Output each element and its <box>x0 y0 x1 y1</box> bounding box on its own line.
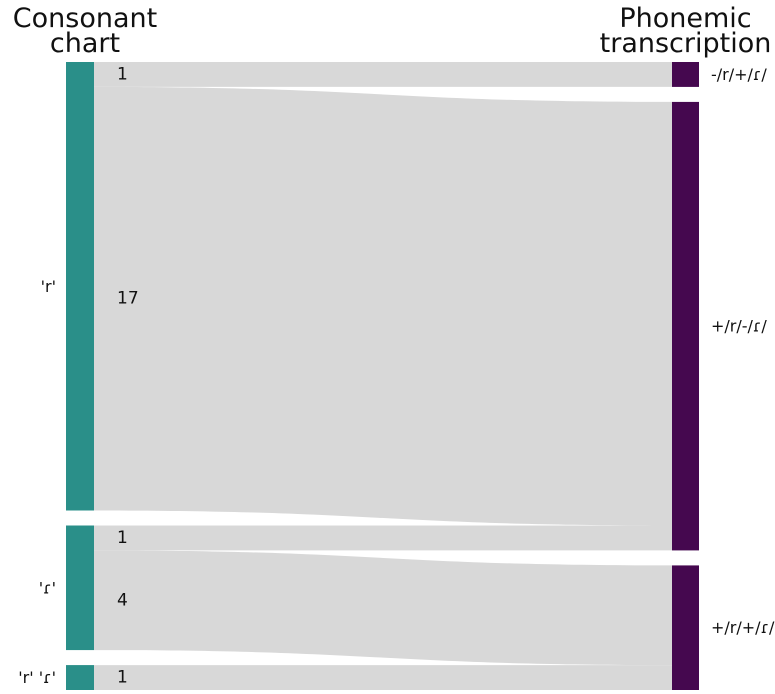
left-axis-title-line-2: chart <box>49 28 121 59</box>
left-node-label-3: 'r' 'ɾ' <box>18 668 56 687</box>
flow-band-3 <box>94 525 672 551</box>
right-node-bar-1 <box>672 62 699 87</box>
left-axis-title-line-1: Consonant <box>12 3 158 34</box>
flow-band-4 <box>94 550 672 666</box>
right-node-label-3: +/r/+/ɾ/ <box>711 618 775 637</box>
left-node-bar-3 <box>66 665 94 690</box>
flow-value-label-5: 1 <box>117 668 128 688</box>
nodes-layer <box>66 62 699 690</box>
right-axis-title: Phonemic transcription <box>596 3 775 59</box>
right-node-bar-2 <box>672 101 699 551</box>
right-node-label-1: -/r/+/ɾ/ <box>711 65 767 84</box>
left-node-label-2: 'ɾ' <box>39 578 56 597</box>
right-node-bar-3 <box>672 565 699 690</box>
right-node-label-2: +/r/-/ɾ/ <box>711 317 767 336</box>
flow-value-label-2: 17 <box>117 289 139 309</box>
flow-band-5 <box>94 665 672 690</box>
flows-layer <box>94 62 672 690</box>
flow-value-label-1: 1 <box>117 64 128 84</box>
right-axis-title-line-1: Phonemic <box>619 3 752 34</box>
labels-layer: 1 17 1 4 1 'r' 'ɾ' 'r' 'ɾ' -/r/+/ɾ/ +/r/-/ɾ/ +/r/+… <box>18 64 775 687</box>
flow-value-label-4: 4 <box>117 590 128 610</box>
flow-band-1 <box>94 62 672 87</box>
left-node-label-1: 'r' <box>41 277 56 296</box>
left-node-bar-2 <box>66 525 94 651</box>
flow-band-2 <box>94 86 672 526</box>
left-node-bar-1 <box>66 62 94 511</box>
flow-value-label-3: 1 <box>117 528 128 548</box>
right-axis-title-line-2: transcription <box>599 28 772 59</box>
left-axis-title: Consonant chart <box>0 3 170 59</box>
